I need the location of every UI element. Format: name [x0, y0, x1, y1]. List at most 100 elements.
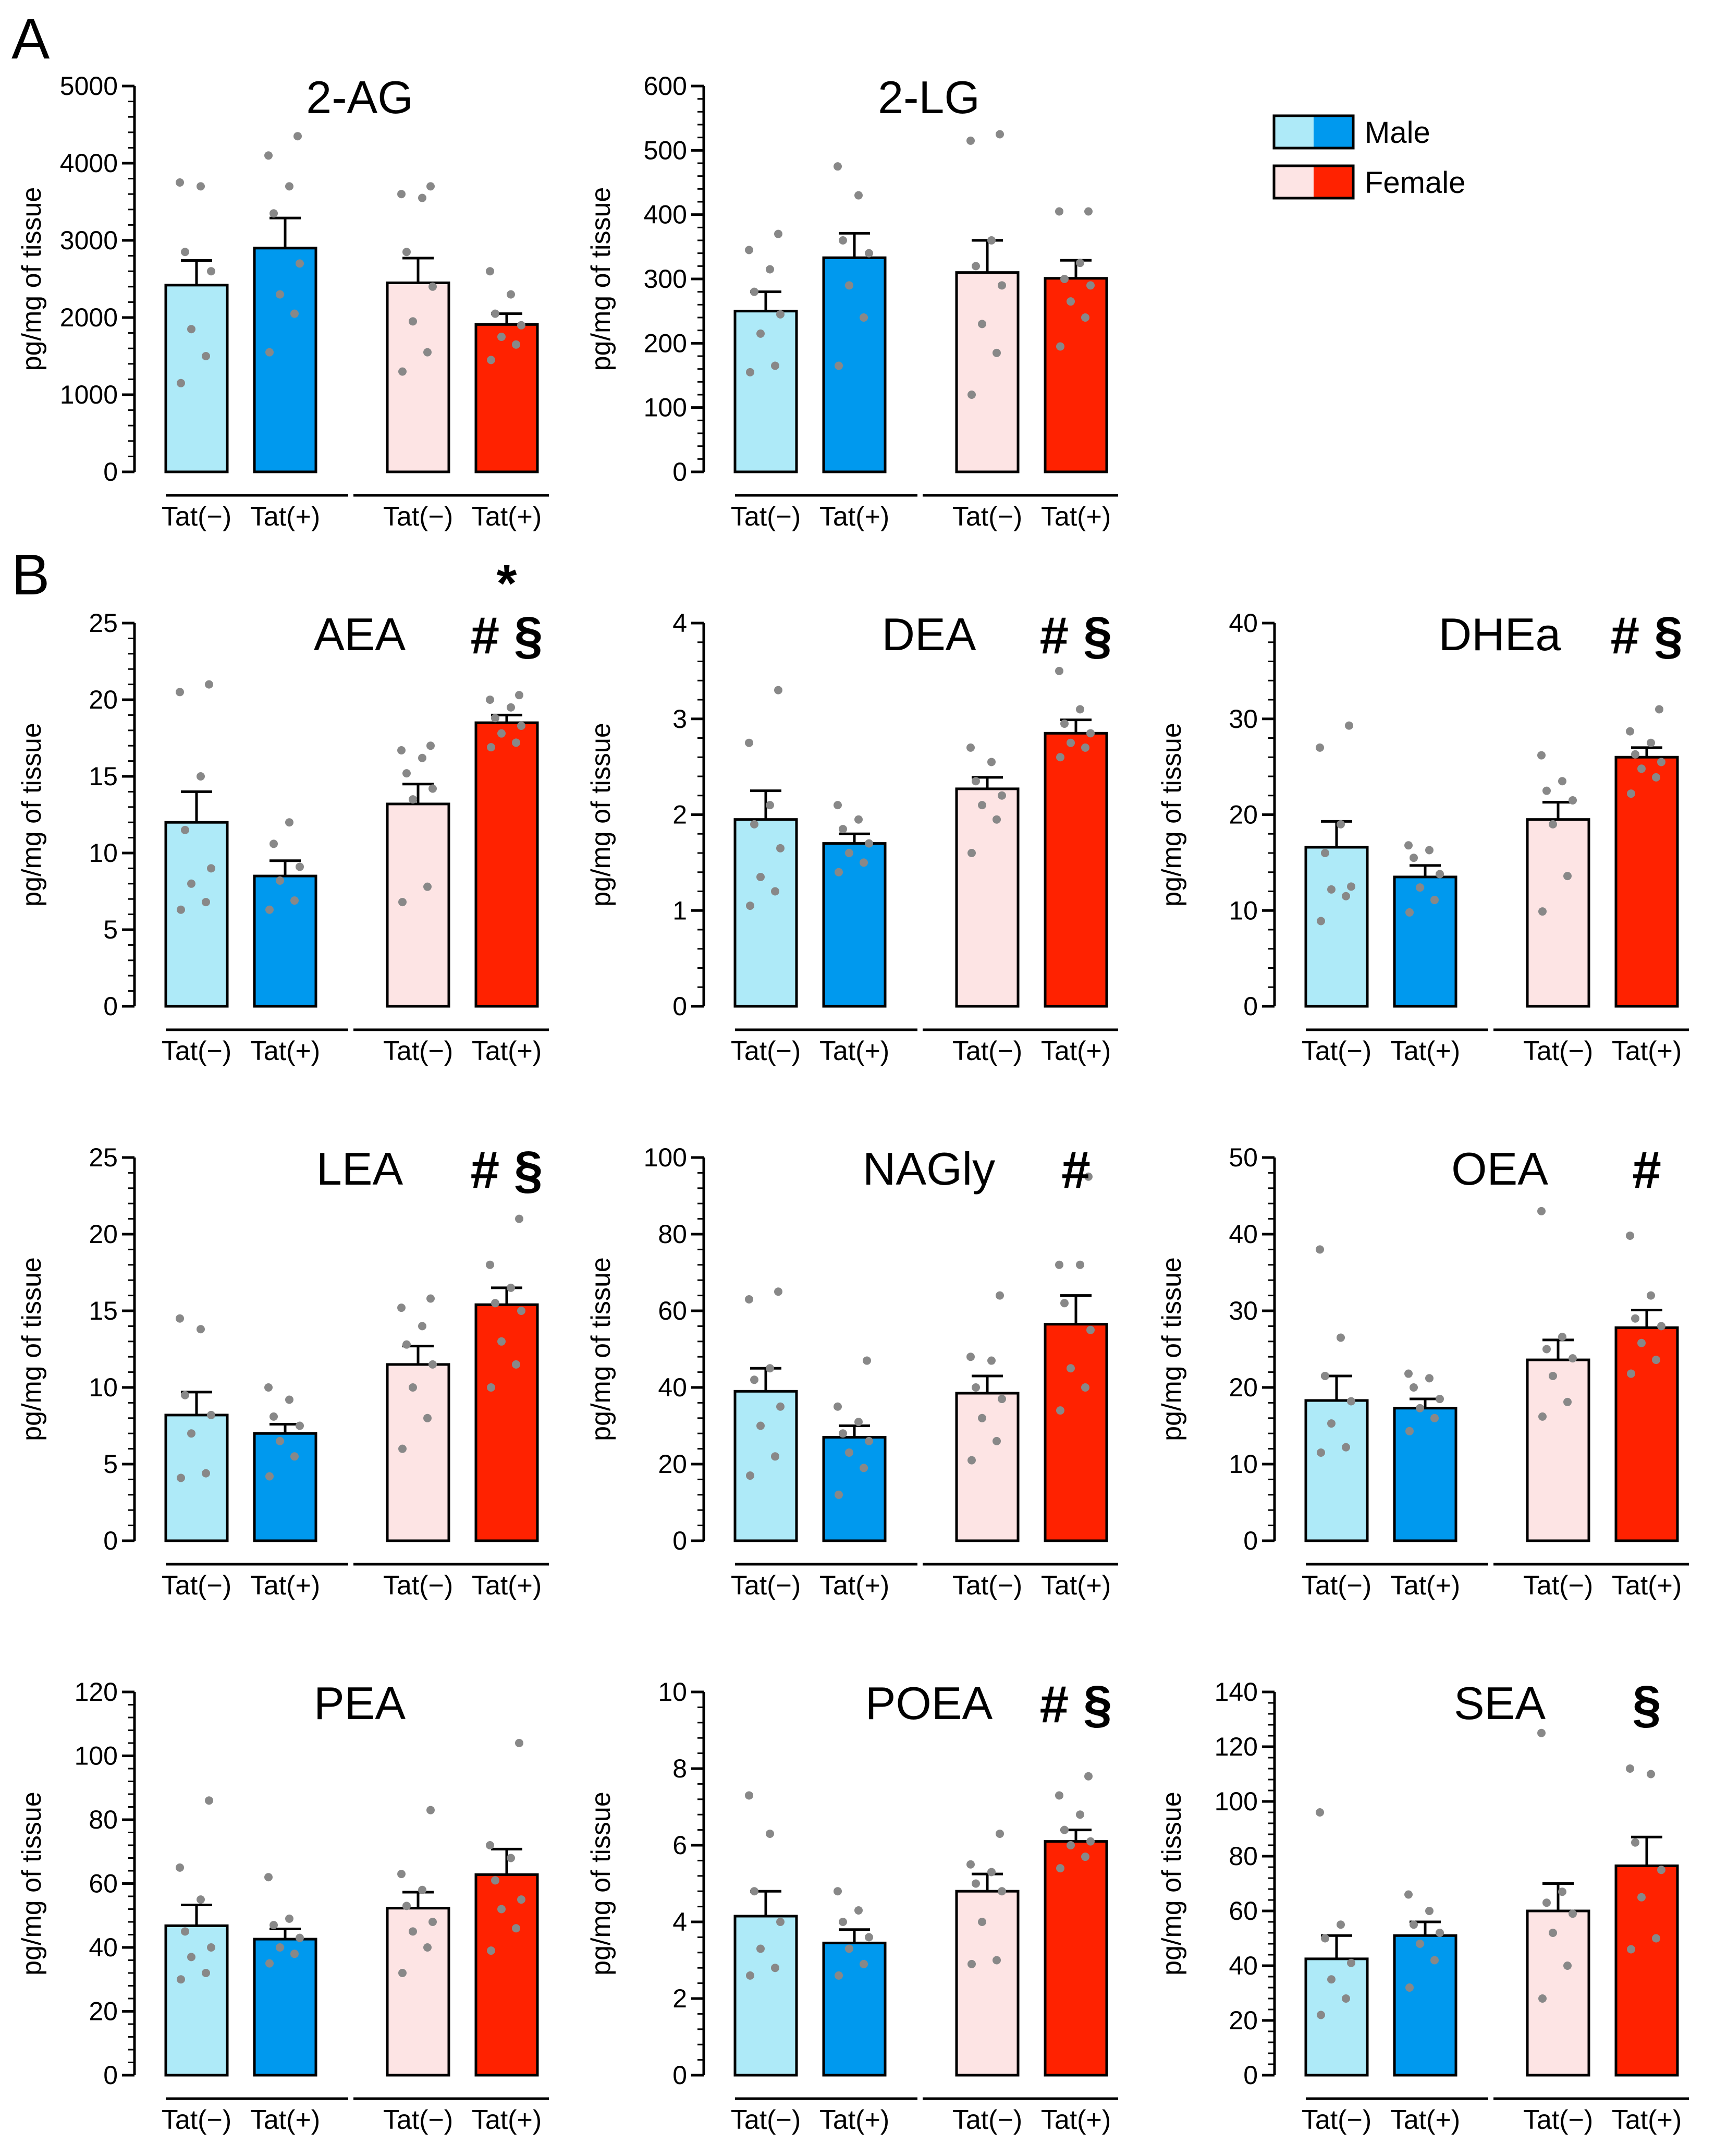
- x-group-label: Tat(+): [1390, 2105, 1460, 2135]
- data-point: [845, 1944, 853, 1953]
- data-point: [865, 249, 873, 258]
- data-point: [512, 1924, 520, 1933]
- data-point: [1549, 1371, 1557, 1380]
- bar: [386, 802, 450, 1008]
- data-point: [1321, 1371, 1329, 1380]
- data-point: [265, 1472, 274, 1481]
- data-point: [1342, 1443, 1350, 1452]
- bar: [733, 310, 798, 473]
- data-point: [409, 1383, 417, 1392]
- data-point: [264, 1873, 273, 1882]
- y-tick-label: 100: [75, 1741, 118, 1771]
- data-point: [497, 1905, 506, 1914]
- bar: [386, 1907, 450, 2077]
- y-tick-label: 60: [89, 1869, 118, 1898]
- y-tick-label: 40: [1229, 1951, 1258, 1980]
- x-group-label: Tat(−): [952, 2105, 1022, 2135]
- data-point: [771, 887, 779, 896]
- data-point: [202, 898, 210, 907]
- data-point: [967, 849, 976, 857]
- data-point: [265, 905, 274, 914]
- data-point: [177, 379, 185, 387]
- data-point: [426, 741, 435, 750]
- y-tick-label: 0: [1243, 992, 1258, 1021]
- x-group-label: Tat(+): [250, 1036, 320, 1066]
- bar: [955, 271, 1020, 473]
- bar: [474, 323, 539, 473]
- data-point: [1337, 1920, 1345, 1929]
- x-group-label: Tat(−): [952, 1036, 1022, 1066]
- data-point: [264, 1383, 273, 1392]
- data-point: [987, 1868, 996, 1877]
- data-point: [1558, 1332, 1566, 1341]
- y-tick-label: 0: [103, 1526, 118, 1555]
- y-tick-label: 0: [672, 2061, 687, 2090]
- data-point: [996, 1829, 1004, 1838]
- x-group-label: Tat(−): [1302, 2105, 1371, 2135]
- data-point: [972, 1383, 980, 1392]
- data-point: [745, 246, 753, 254]
- data-point: [1317, 1448, 1325, 1457]
- x-group-label: Tat(+): [1612, 2105, 1682, 2135]
- data-point: [750, 1375, 758, 1384]
- data-point: [1056, 1864, 1064, 1873]
- data-point: [296, 1421, 304, 1430]
- data-point: [978, 1414, 986, 1422]
- significance-marker: # §: [470, 1141, 543, 1199]
- data-point: [1626, 727, 1634, 736]
- x-group-label: Tat(+): [250, 1570, 320, 1601]
- y-tick-label: 6: [672, 1831, 687, 1860]
- data-point: [1410, 1920, 1418, 1929]
- data-point: [745, 738, 753, 747]
- bar: [1614, 756, 1679, 1008]
- data-point: [745, 1791, 753, 1800]
- significance-marker: #: [1632, 1141, 1661, 1199]
- data-point: [512, 1360, 520, 1369]
- data-point: [996, 1291, 1004, 1300]
- data-point: [1055, 1791, 1063, 1800]
- data-point: [845, 1448, 853, 1457]
- data-point: [487, 1383, 495, 1392]
- x-group-label: Tat(+): [1041, 2105, 1111, 2135]
- data-point: [845, 281, 853, 290]
- data-point: [1086, 1325, 1095, 1334]
- data-point: [1569, 1909, 1577, 1918]
- bar: [1304, 846, 1369, 1008]
- y-tick-label: 0: [672, 992, 687, 1021]
- data-point: [517, 1307, 525, 1315]
- y-tick-label: 25: [89, 1143, 118, 1172]
- y-axis-label: pg/mg of tissue: [1157, 1792, 1187, 1976]
- data-point: [398, 1969, 407, 1977]
- data-point: [205, 680, 213, 689]
- panel-label-a: A: [11, 7, 50, 71]
- data-point: [1342, 892, 1350, 900]
- data-point: [1416, 883, 1424, 892]
- y-tick-label: 200: [644, 328, 687, 358]
- y-tick-label: 30: [1229, 704, 1258, 734]
- data-point: [863, 1356, 871, 1365]
- data-point: [1657, 758, 1665, 766]
- data-point: [486, 1260, 494, 1269]
- y-tick-label: 1000: [60, 380, 118, 409]
- data-point: [409, 317, 417, 326]
- y-axis-label: pg/mg of tissue: [1157, 1257, 1187, 1441]
- data-point: [428, 784, 437, 793]
- data-point: [1081, 1853, 1089, 1861]
- data-point: [402, 1902, 411, 1910]
- data-point: [1563, 1962, 1572, 1970]
- data-point: [1405, 1427, 1414, 1435]
- y-tick-label: 10: [1229, 1449, 1258, 1479]
- y-tick-label: 80: [89, 1805, 118, 1834]
- data-point: [1337, 820, 1345, 829]
- data-point: [845, 849, 853, 857]
- data-point: [774, 1287, 782, 1296]
- x-group-label: Tat(−): [1302, 1036, 1371, 1066]
- data-point: [1056, 753, 1064, 762]
- x-group-label: Tat(+): [819, 502, 889, 532]
- legend-male-light-swatch: [1274, 116, 1314, 148]
- chart-title: SEA: [1454, 1677, 1546, 1729]
- data-point: [1542, 786, 1551, 795]
- x-group-label: Tat(−): [952, 1570, 1022, 1601]
- y-tick-label: 40: [1229, 608, 1258, 638]
